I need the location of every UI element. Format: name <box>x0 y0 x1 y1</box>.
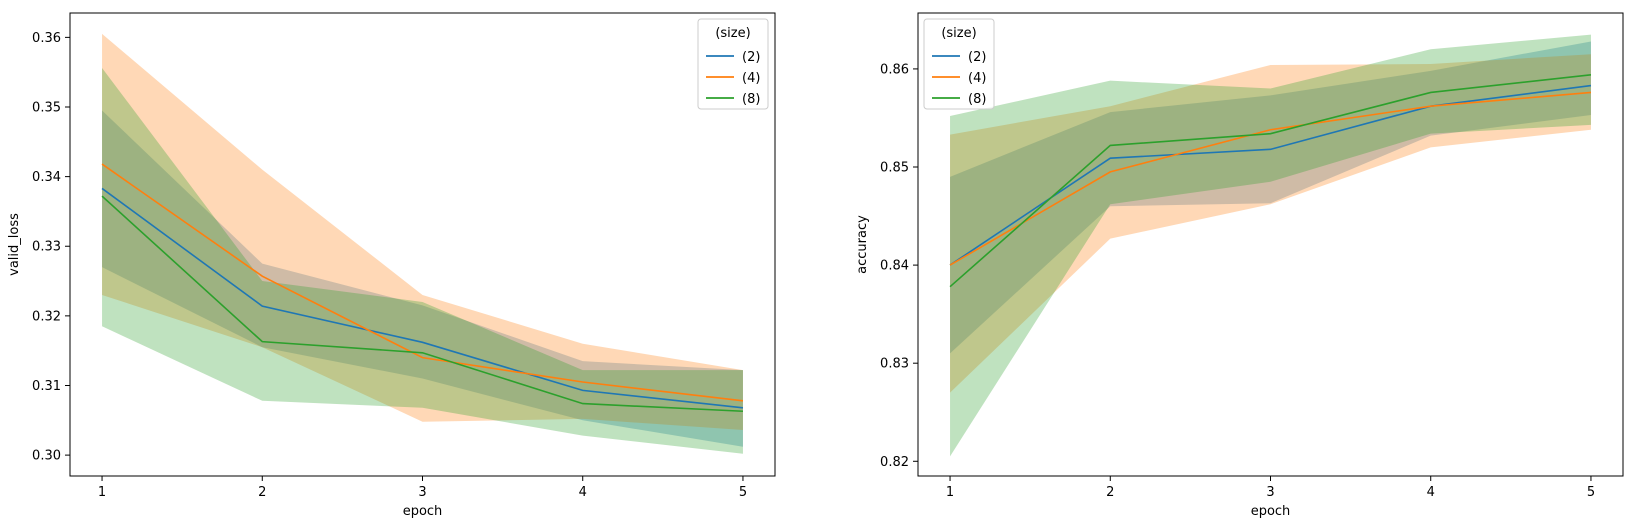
legend-label-0: (2) <box>742 50 760 65</box>
accuracy-chart: 1 2 3 4 5 0.82 0.83 0.84 0.85 0.86 epoch accurac… <box>855 12 1624 519</box>
x-ticks: 1 2 3 4 5 <box>98 476 747 500</box>
y-tick-label: 0.30 <box>32 449 61 464</box>
series-line-2 <box>101 195 743 413</box>
x-tick-label: 1 <box>98 485 106 500</box>
legend: (size) (2) (4) (8) <box>697 18 769 110</box>
y-tick-label: 0.31 <box>32 379 61 394</box>
x-tick-label: 5 <box>739 485 747 500</box>
x-tick-label: 3 <box>1266 485 1274 500</box>
confidence-band-2 <box>102 68 743 454</box>
legend-box <box>923 18 995 110</box>
x-tick-label: 2 <box>258 485 266 500</box>
confidence-bands <box>950 34 1591 457</box>
y-ticks: 0.82 0.83 0.84 0.85 0.86 <box>880 62 918 470</box>
x-tick-label: 5 <box>1587 485 1595 500</box>
confidence-band-1 <box>950 54 1591 393</box>
legend-box <box>697 18 769 110</box>
y-tick-label: 0.35 <box>32 100 61 115</box>
y-tick-label: 0.32 <box>32 309 61 324</box>
x-axis-label: epoch <box>1251 504 1291 519</box>
series-line-2 <box>949 74 1592 288</box>
y-tick-label: 0.34 <box>32 170 61 185</box>
valid-loss-chart: 1 2 3 4 5 0.30 0.31 0.32 0.33 0.34 0.35 0.36 epoch… <box>7 12 776 519</box>
confidence-band-1 <box>102 33 743 431</box>
x-ticks: 1 2 3 4 5 <box>946 476 1595 500</box>
y-tick-label: 0.33 <box>32 240 61 255</box>
x-tick-label: 1 <box>946 485 954 500</box>
series-line-1 <box>101 163 744 402</box>
x-tick-label: 4 <box>1427 485 1435 500</box>
y-axis-label: valid_loss <box>7 213 22 276</box>
legend-label-2: (8) <box>968 92 986 107</box>
y-ticks: 0.30 0.31 0.32 0.33 0.34 0.35 0.36 <box>32 31 70 464</box>
series-line-0 <box>101 187 744 409</box>
legend-items: (2) (4) (8) <box>706 50 760 107</box>
y-tick-label: 0.83 <box>880 357 909 372</box>
y-tick-label: 0.86 <box>880 62 909 77</box>
y-tick-label: 0.36 <box>32 31 61 46</box>
legend-label-0: (2) <box>968 50 986 65</box>
legend-label-1: (4) <box>968 71 986 86</box>
x-tick-label: 2 <box>1106 485 1114 500</box>
x-tick-label: 4 <box>579 485 587 500</box>
legend-label-2: (8) <box>742 92 760 107</box>
confidence-band-0 <box>950 41 1591 354</box>
y-tick-label: 0.82 <box>880 455 909 470</box>
y-tick-label: 0.85 <box>880 161 909 176</box>
legend: (size) (2) (4) (8) <box>923 18 995 110</box>
y-axis-label: accuracy <box>855 215 870 274</box>
series-lines <box>949 74 1592 288</box>
series-lines <box>101 163 744 413</box>
x-tick-label: 3 <box>418 485 426 500</box>
confidence-band-2 <box>950 34 1591 457</box>
series-line-0 <box>949 84 1592 266</box>
confidence-band-0 <box>102 110 743 447</box>
confidence-bands <box>102 33 743 454</box>
series-line-1 <box>949 91 1592 266</box>
legend-label-1: (4) <box>742 71 760 86</box>
x-axis-label: epoch <box>403 504 443 519</box>
legend-title: (size) <box>941 26 976 41</box>
legend-items: (2) (4) (8) <box>932 50 986 107</box>
legend-title: (size) <box>715 26 750 41</box>
y-tick-label: 0.84 <box>880 259 909 274</box>
